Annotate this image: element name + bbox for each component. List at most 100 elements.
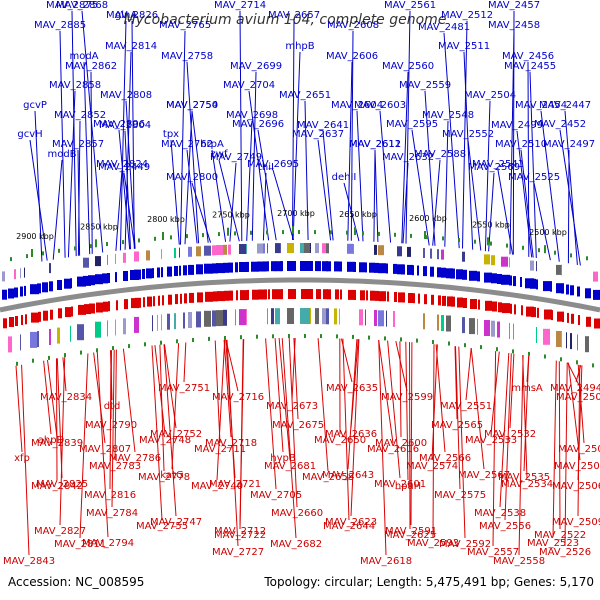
forward-gene-label: modB xyxy=(47,149,76,160)
reverse-gene-block xyxy=(567,312,569,323)
forward-gene-label: MAV_2641 xyxy=(297,120,349,131)
forward-gene-label: MAV_2852 xyxy=(54,110,106,121)
reverse-label-line xyxy=(281,338,297,539)
forward-label-line xyxy=(77,120,81,256)
reverse-category-block xyxy=(77,324,84,341)
forward-gene-block xyxy=(577,286,580,297)
reverse-gene-block xyxy=(398,292,404,303)
forward-category-block xyxy=(280,243,281,254)
reverse-gene-block xyxy=(247,289,249,300)
reverse-label-line xyxy=(114,349,117,461)
reverse-gene-label: MAV_2711 xyxy=(194,444,246,455)
forward-label-line xyxy=(52,159,63,260)
minor-tick xyxy=(42,251,44,256)
forward-gene-block xyxy=(83,275,91,286)
forward-gene-block xyxy=(107,273,110,283)
minor-tick xyxy=(240,335,242,340)
forward-label-line xyxy=(443,32,460,249)
reverse-category-block xyxy=(196,311,201,328)
reverse-gene-block xyxy=(387,291,389,302)
forward-category-block xyxy=(441,249,444,260)
reverse-gene-label: MAV_2778 xyxy=(138,472,190,483)
reverse-label-line xyxy=(59,357,66,526)
reverse-gene-label: MAV_2811 xyxy=(54,539,106,550)
reverse-gene-block xyxy=(478,299,480,310)
forward-gene-label: MAV_2595 xyxy=(386,119,438,130)
reverse-gene-label: MAV_2682 xyxy=(270,539,322,550)
reverse-gene-label: MAV_2842 xyxy=(31,481,83,492)
minor-tick xyxy=(192,338,194,342)
forward-label-line xyxy=(497,169,514,255)
reverse-category-block xyxy=(152,315,153,332)
reverse-gene-block xyxy=(379,291,386,302)
reverse-gene-block xyxy=(116,300,118,311)
forward-gene-label: hrpA xyxy=(200,139,224,150)
reverse-label-line xyxy=(435,344,446,453)
minor-tick xyxy=(74,246,76,251)
forward-category-block xyxy=(397,246,402,257)
reverse-gene-block xyxy=(502,303,510,314)
forward-gene-block xyxy=(115,272,117,283)
reverse-label-line xyxy=(216,339,226,481)
map-title: Mycobacterium avium 104, complete genome xyxy=(124,12,447,28)
accession-text: Accession: NC_008595 xyxy=(8,575,144,589)
forward-category-block xyxy=(123,252,126,263)
reverse-category-block xyxy=(134,316,139,333)
reverse-gene-label: MAV_2501 xyxy=(558,444,600,455)
feature-tracks xyxy=(2,243,600,353)
minor-tick xyxy=(586,256,588,261)
forward-gene-block xyxy=(417,265,419,276)
forward-gene-label: MAV_2858 xyxy=(49,80,101,91)
forward-gene-label: MAV_2511 xyxy=(438,41,490,52)
forward-gene-block xyxy=(374,262,379,273)
tick-label: 2900 kbp xyxy=(16,232,54,241)
forward-gene-label: MAV_2603 xyxy=(354,100,406,111)
reverse-label-line xyxy=(567,362,581,461)
forward-label-line xyxy=(180,30,186,245)
reverse-label-line xyxy=(458,346,466,539)
forward-gene-block xyxy=(339,261,342,272)
reverse-label-line xyxy=(223,339,232,438)
minor-tick xyxy=(394,232,396,237)
reverse-gene-label: MAV_2827 xyxy=(34,526,86,537)
reverse-category-block xyxy=(513,323,514,340)
forward-gene-block xyxy=(174,266,178,276)
forward-label-line xyxy=(350,30,354,241)
reverse-gene-label: MAV_2557 xyxy=(467,547,519,558)
minor-tick xyxy=(80,350,82,355)
reverse-label-line xyxy=(342,338,350,521)
minor-tick xyxy=(410,233,412,238)
minor-tick xyxy=(442,236,444,241)
reverse-gene-label: MAV_2558 xyxy=(493,556,545,567)
reverse-category-block xyxy=(212,310,216,327)
tick-label: 2850 kbp xyxy=(80,222,118,231)
reverse-label-line xyxy=(278,338,291,461)
reverse-label-line xyxy=(93,352,106,444)
reverse-label-line xyxy=(154,345,166,435)
minor-tick xyxy=(170,235,172,240)
reverse-gene-block xyxy=(21,315,23,325)
forward-gene-block xyxy=(257,261,266,272)
forward-gene-label: MAV_2826 xyxy=(106,10,158,21)
reverse-label-line xyxy=(432,344,435,538)
minor-tick xyxy=(138,238,140,243)
reverse-gene-block xyxy=(213,291,218,302)
forward-gene-label: glnA xyxy=(115,10,137,21)
forward-gene-label: modA xyxy=(69,51,98,62)
tick-mark xyxy=(162,232,164,240)
forward-gene-block xyxy=(378,263,386,274)
forward-category-block xyxy=(95,256,101,267)
reverse-category-block xyxy=(115,319,116,336)
reverse-category-block xyxy=(107,320,108,337)
minor-tick xyxy=(160,340,162,345)
forward-gene-label: MAV_2504 xyxy=(464,90,516,101)
forward-gene-block xyxy=(123,271,128,281)
forward-category-block xyxy=(179,247,180,258)
forward-gene-block xyxy=(509,275,512,286)
reverse-gene-block xyxy=(301,289,306,299)
reverse-gene-block xyxy=(354,290,356,300)
reverse-gene-label: MAV_2716 xyxy=(212,392,264,403)
forward-category-block xyxy=(146,250,150,261)
reverse-label-line xyxy=(399,341,402,438)
